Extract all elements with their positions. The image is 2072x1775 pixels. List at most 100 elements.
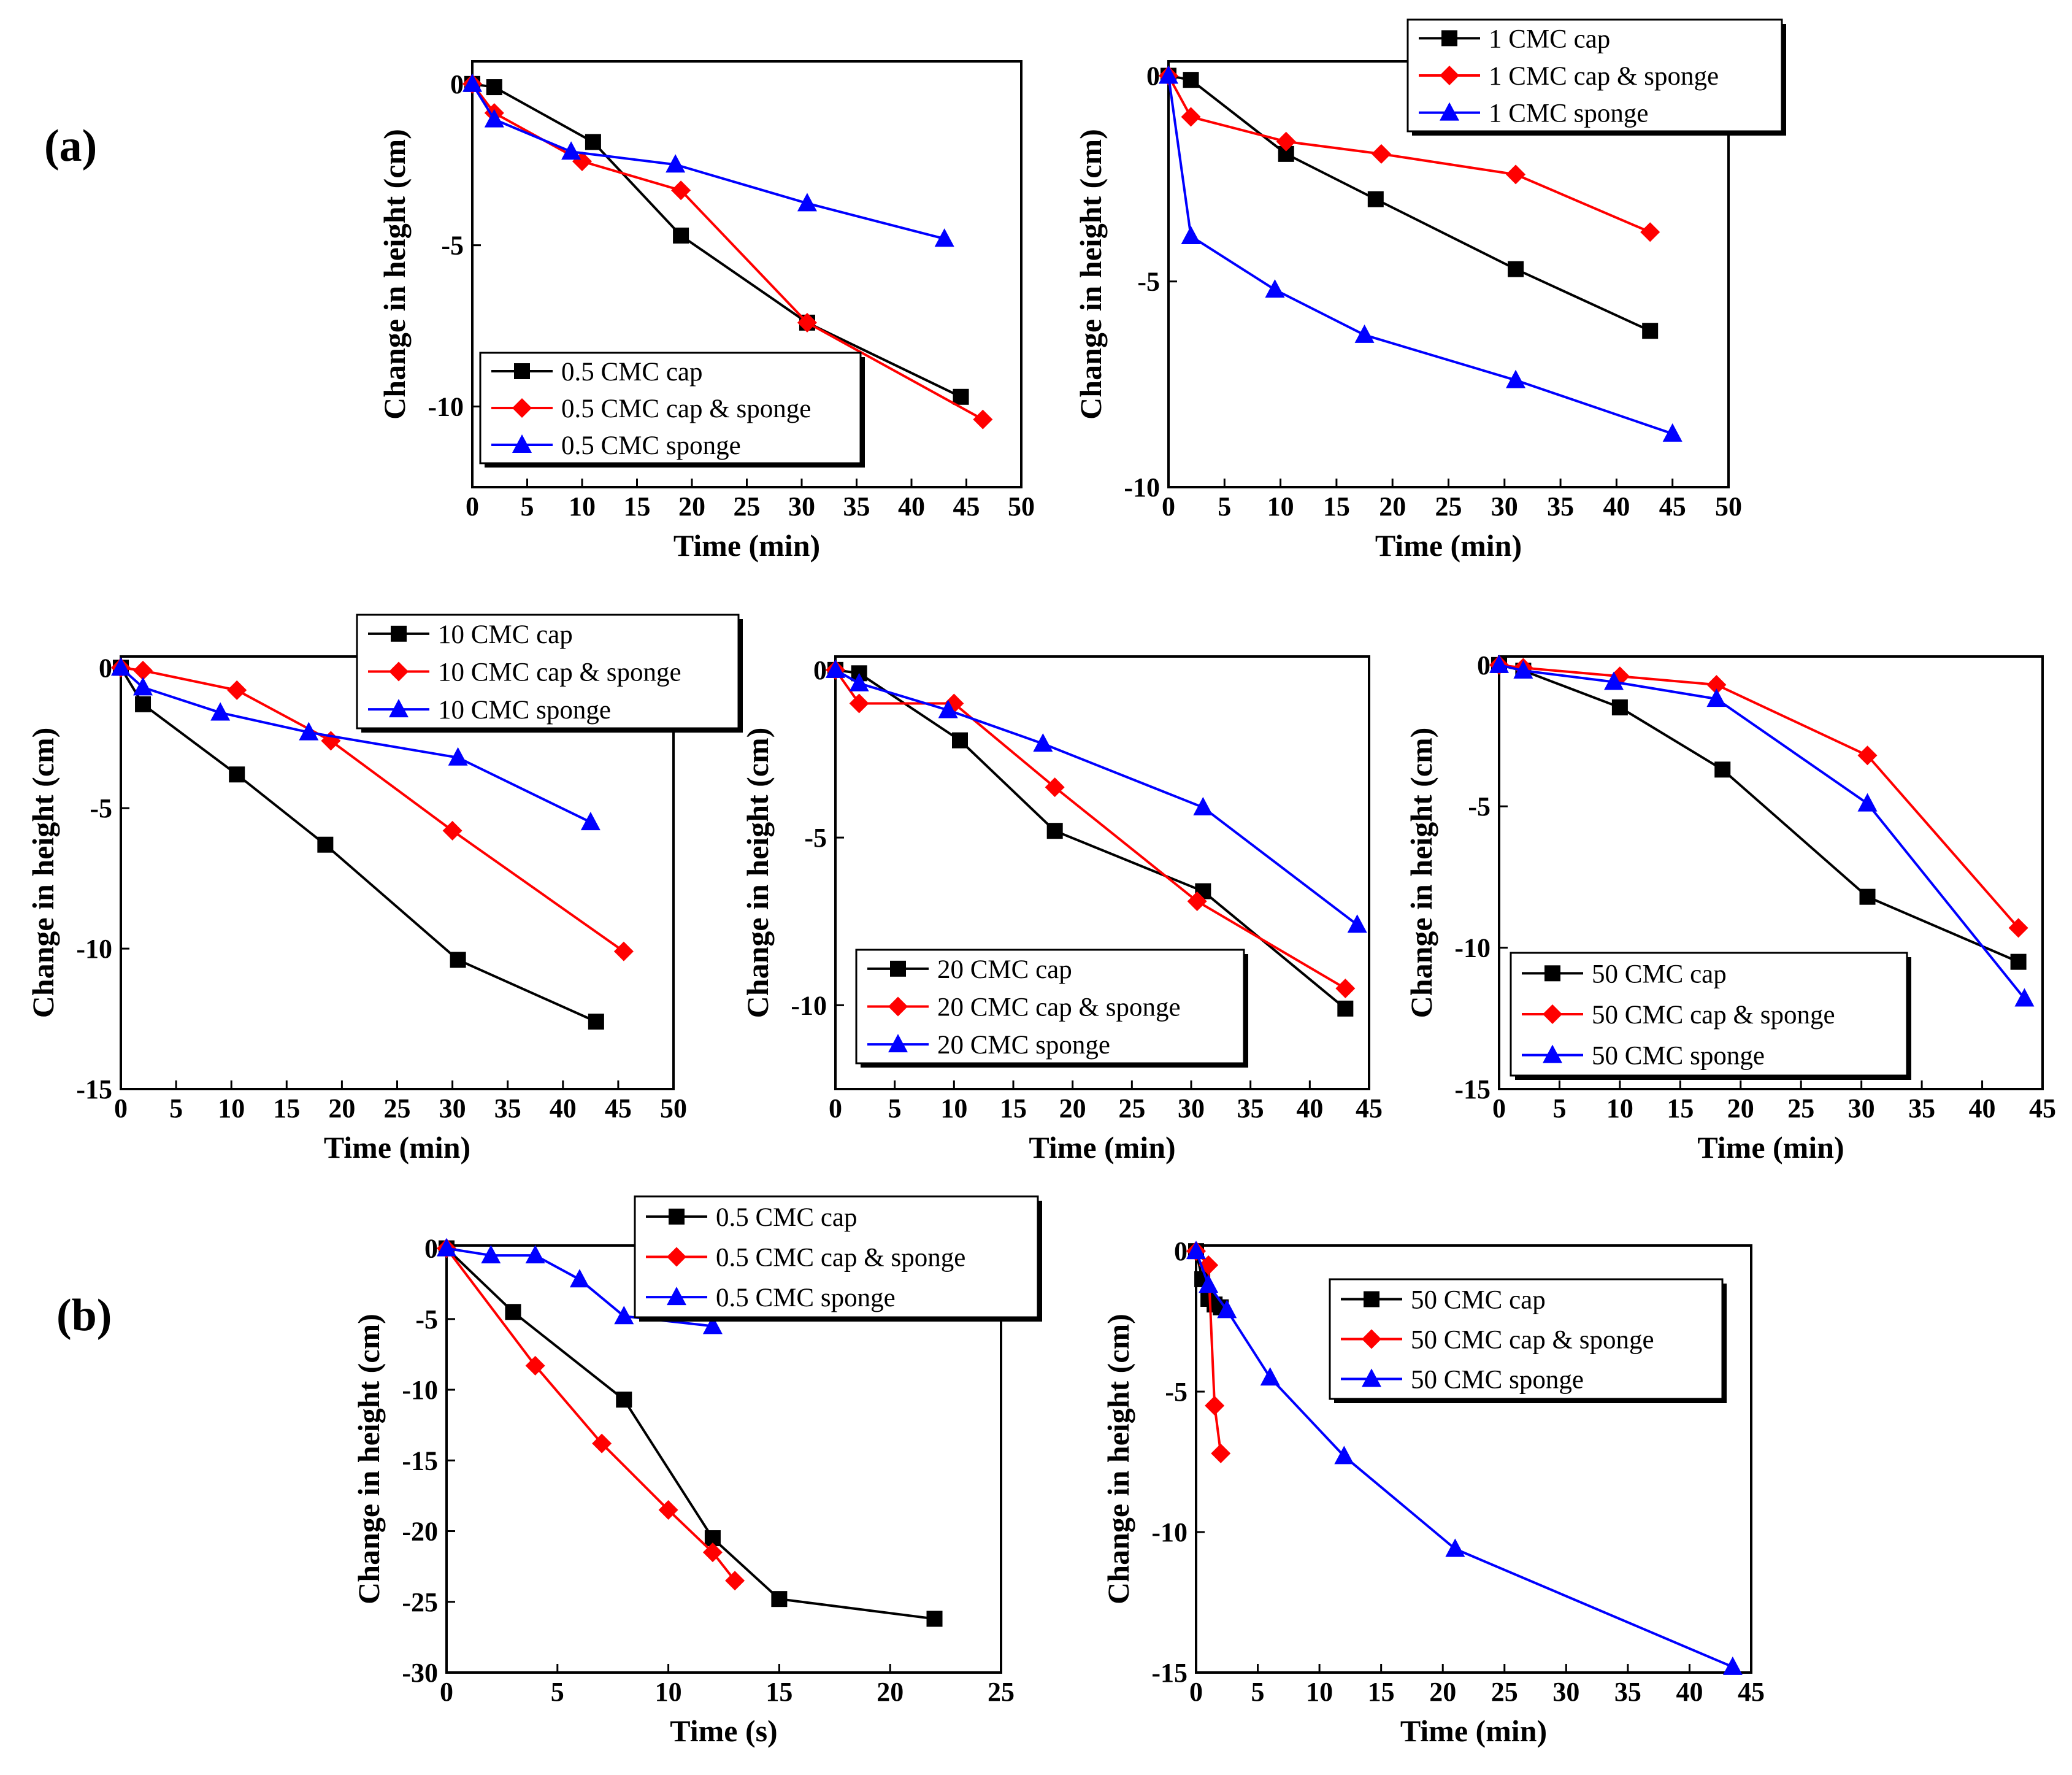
data-point (1193, 796, 1213, 815)
data-point (1260, 1367, 1280, 1386)
legend: 0.5 CMC cap 0.5 CMC cap & sponge 0.5 CMC s… (479, 352, 865, 468)
data-point (317, 836, 334, 853)
x-tick-label: 20 (1727, 1093, 1754, 1123)
y-tick-label: -10 (76, 934, 112, 964)
legend-marker (1440, 102, 1459, 121)
x-tick-label: 45 (2029, 1093, 2056, 1123)
data-point (1205, 1396, 1225, 1415)
data-point (666, 154, 686, 173)
data-point (2014, 988, 2035, 1007)
series-line-1 (1498, 663, 2019, 963)
x-tick-label: 45 (953, 491, 980, 522)
legend-marker (389, 699, 409, 718)
legend-label: 20 CMC cap & sponge (937, 993, 1181, 1022)
data-point (1706, 675, 1727, 695)
legend-label: 50 CMC cap (1411, 1286, 1546, 1315)
data-point (525, 1355, 545, 1376)
x-tick-label: 35 (494, 1093, 521, 1123)
data-point (658, 1500, 678, 1520)
y-tick-label: 0 (99, 653, 112, 683)
data-point (616, 1392, 632, 1408)
x-tick-label: 0 (114, 1093, 128, 1123)
legend-label: 0.5 CMC cap & sponge (561, 395, 811, 423)
x-tick-label: 30 (1178, 1093, 1205, 1123)
y-tick-label: -10 (1454, 933, 1491, 963)
x-tick-label: 25 (384, 1093, 411, 1123)
chart-1: 0 5 10 15 20 25 30 35 40 45 50 0 -5 -10 Time (min) Chan… (377, 60, 1035, 563)
y-axis-title: Change in height (cm) (740, 728, 775, 1018)
legend-label: 20 CMC sponge (937, 1031, 1110, 1060)
y-tick-label: -5 (1137, 267, 1160, 297)
chart-6: 0 5 10 15 20 25 0 -5 -10 -15 -20 -25 -30 Time (s) Chan… (351, 1195, 1042, 1748)
x-tick-label: 15 (624, 491, 651, 522)
data-point (1347, 914, 1367, 933)
x-tick-label: 45 (1356, 1093, 1383, 1123)
x-tick-label: 40 (1969, 1093, 1996, 1123)
data-point (210, 702, 231, 721)
data-point (1489, 654, 1509, 673)
data-point (585, 134, 601, 150)
data-point (1335, 979, 1356, 999)
x-axis-title: Time (s) (670, 1714, 777, 1748)
chart-5: 0 5 10 15 20 25 30 35 40 45 0 -5 -10 -15 Time (min) Cha… (1404, 650, 2056, 1165)
legend-label: 0.5 CMC sponge (561, 431, 741, 460)
y-tick-label: 0 (1477, 650, 1491, 680)
x-tick-label: 35 (1908, 1093, 1935, 1123)
data-point (1508, 261, 1524, 277)
chart-2: 0 5 10 15 20 25 30 35 40 45 50 0 -5 -10 Time (min) Chan… (1073, 18, 1786, 563)
x-tick-label: 5 (888, 1093, 902, 1123)
x-axis-title: Time (min) (1697, 1130, 1844, 1165)
y-tick-label: -5 (1468, 791, 1491, 822)
x-tick-label: 0 (829, 1093, 842, 1123)
x-tick-label: 25 (1491, 1677, 1518, 1707)
data-point (450, 952, 466, 968)
chart-4: 0 5 10 15 20 25 30 35 40 45 0 -5 -10 Time (min) Change… (740, 655, 1383, 1165)
y-tick-label: -5 (90, 793, 112, 823)
x-tick-label: 25 (1118, 1093, 1145, 1123)
data-point (1183, 72, 1199, 88)
legend-label: 0.5 CMC cap & sponge (716, 1244, 965, 1273)
x-tick-label: 35 (1614, 1677, 1641, 1707)
data-point (613, 941, 634, 961)
x-tick-label: 45 (605, 1093, 632, 1123)
y-tick-label: -15 (1151, 1658, 1188, 1688)
data-point (849, 672, 869, 691)
data-point (1604, 671, 1624, 690)
legend-label: 50 CMC sponge (1411, 1366, 1584, 1395)
legend: 1 CMC cap 1 CMC cap & sponge 1 CMC sponge (1406, 18, 1786, 136)
data-point (797, 312, 817, 333)
x-tick-label: 15 (1323, 491, 1350, 522)
data-point (1186, 1241, 1206, 1260)
data-point (561, 141, 581, 160)
data-point (572, 151, 592, 171)
data-point (725, 1571, 745, 1591)
data-point (771, 1591, 788, 1608)
data-point (614, 1306, 634, 1325)
x-tick-label: 15 (765, 1677, 792, 1707)
data-point (1181, 107, 1201, 127)
data-point (953, 388, 969, 405)
data-point (1859, 888, 1876, 905)
series-line-3 (1167, 75, 1673, 435)
x-tick-label: 30 (1848, 1093, 1875, 1123)
x-tick-label: 15 (1368, 1677, 1395, 1707)
x-tick-label: 35 (1237, 1093, 1264, 1123)
panel-b-label: (b) (56, 1290, 112, 1341)
data-point (926, 1611, 943, 1627)
x-tick-label: 0 (1492, 1093, 1506, 1123)
data-point (797, 193, 817, 212)
x-tick-label: 30 (1552, 1677, 1579, 1707)
data-point (1033, 733, 1053, 752)
data-point (934, 228, 954, 247)
data-point (437, 1238, 456, 1257)
data-point (1722, 1656, 1743, 1675)
legend-marker (514, 363, 530, 379)
y-axis-title: Change in height (cm) (1404, 728, 1438, 1018)
x-tick-label: 10 (655, 1677, 682, 1707)
data-point (1181, 225, 1201, 244)
data-point (1506, 369, 1526, 388)
x-tick-label: 35 (843, 491, 870, 522)
x-tick-label: 10 (218, 1093, 245, 1123)
y-tick-label: -10 (791, 990, 827, 1020)
legend-label: 0.5 CMC cap (716, 1203, 858, 1232)
